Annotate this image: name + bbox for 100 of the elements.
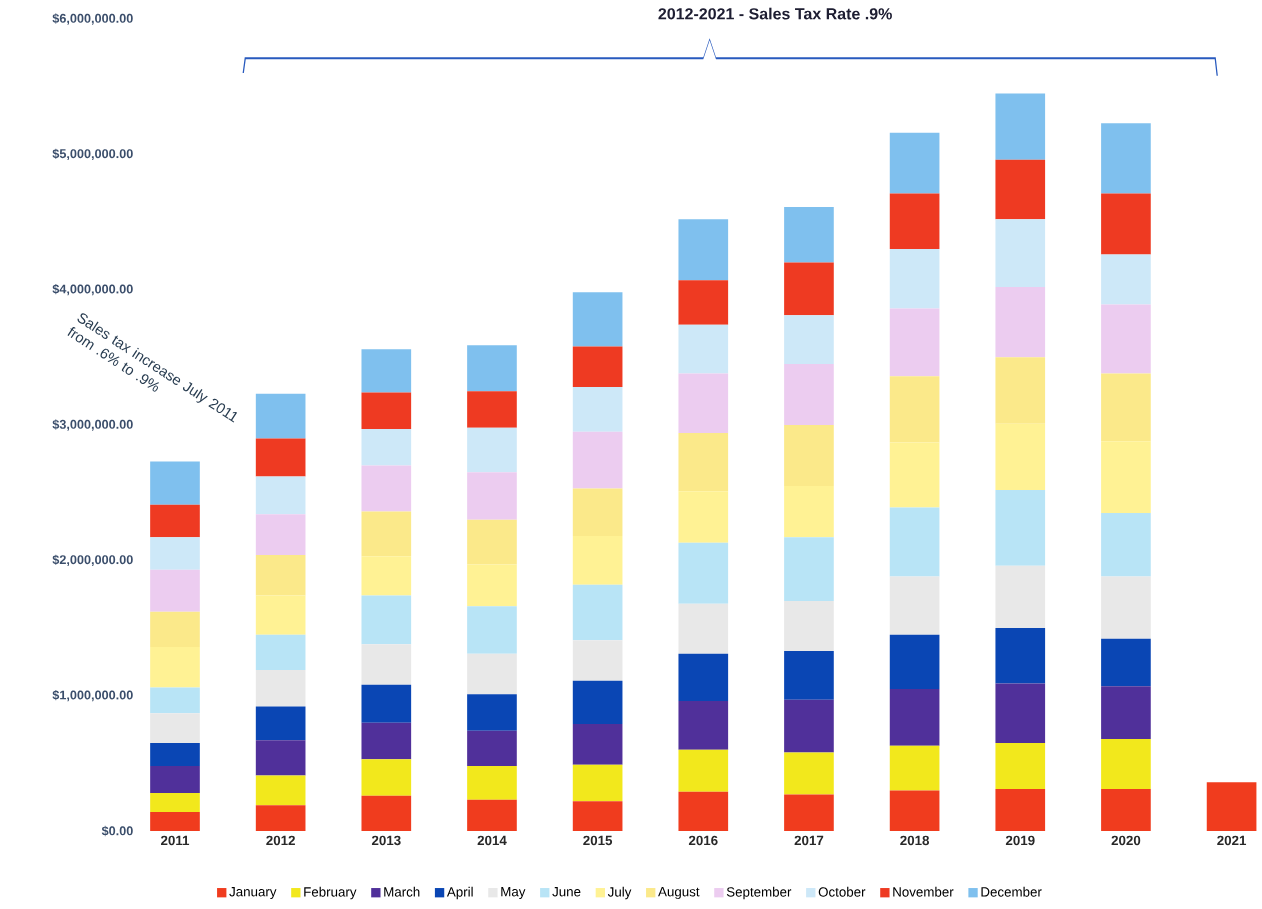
legend-label: December [981,886,1042,897]
bar [784,752,834,795]
x-tick-label: 2021 [1217,835,1247,846]
bar [255,393,306,439]
bar [889,576,940,635]
y-tick-label: $1,000,000.00 [52,689,133,702]
bar [1101,738,1151,790]
bar [467,730,517,767]
bar [467,694,517,731]
bar [361,722,412,760]
annotation: 2012-2021 - Sales Tax Rate .9% [658,7,892,20]
bar [889,132,940,194]
y-tick-label: $2,000,000.00 [52,554,133,567]
bar [1101,576,1151,639]
bar [255,775,306,806]
x-tick-label: 2020 [1111,835,1141,846]
bar [784,537,834,601]
bar [889,688,940,746]
bar [150,461,200,505]
x-tick-label: 2015 [583,835,613,846]
bar [995,93,1046,160]
bar [572,801,623,831]
bar [361,349,412,393]
bar [995,743,1046,790]
bar [1101,304,1151,374]
bar [995,565,1046,628]
bar [678,791,729,831]
bar [150,793,200,813]
bar [572,764,623,802]
bar [361,795,412,831]
bar [150,569,200,612]
bar [889,193,940,250]
bar [150,812,200,831]
x-tick-label: 2012 [266,835,295,846]
bar [361,644,412,685]
bar [678,280,729,325]
bar [678,701,729,750]
bar [572,640,623,681]
x-tick-label: 2018 [900,835,930,846]
bar [995,286,1046,358]
y-tick-label: $6,000,000.00 [52,13,133,25]
bar [784,207,834,263]
bar [150,713,200,744]
bar [572,346,623,388]
bar [467,606,517,654]
bar [678,653,729,702]
bar [1101,512,1151,577]
bar [995,159,1046,220]
bar [361,465,412,512]
y-tick-label: $5,000,000.00 [52,148,133,161]
bar [678,219,729,281]
bar [889,308,940,377]
bar [1101,254,1151,305]
bar [1101,789,1151,831]
bar [467,653,517,695]
x-tick-label: 2016 [688,835,718,846]
bar [678,542,729,604]
legend-label: August [658,887,700,900]
bar [572,292,623,347]
bar [678,324,729,374]
bar [995,627,1046,684]
bar [255,476,306,515]
bar [995,489,1046,566]
legend-label: October [818,886,866,897]
bar [784,650,834,700]
bar [255,669,306,707]
bar [784,794,834,831]
x-tick-label: 2017 [794,835,824,846]
bar [572,584,623,641]
y-tick-label: $0.00 [101,825,133,837]
bar [889,745,940,791]
bar [784,315,834,365]
bar [1206,782,1257,831]
bar [889,790,940,831]
bar [255,438,306,477]
bar [678,603,729,654]
bar [255,706,306,741]
bar [255,805,306,831]
y-tick-label: $3,000,000.00 [52,419,133,431]
bar [889,249,940,309]
bar [1101,123,1151,194]
bar [572,387,623,432]
legend-label: November [893,886,954,897]
legend-label: September [726,886,792,900]
bar [467,799,517,831]
bar [361,595,412,645]
bar [572,680,623,725]
legend-label: January [229,887,277,900]
bar [150,504,200,538]
bar [150,766,200,794]
bar [678,749,729,792]
bar [784,262,834,316]
bar [572,724,623,765]
bar [467,427,517,473]
y-tick-label: $4,000,000.00 [52,283,133,296]
bar [467,766,517,800]
bar [467,345,517,392]
bar [1101,638,1151,687]
x-tick-label: 2019 [1005,835,1035,846]
bar [995,683,1046,744]
